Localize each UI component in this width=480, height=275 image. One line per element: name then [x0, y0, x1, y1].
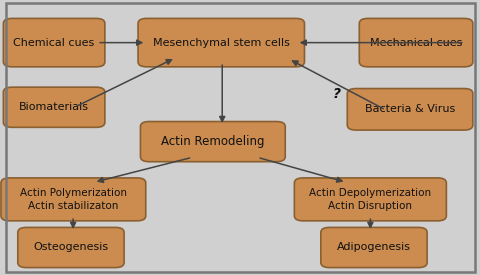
FancyBboxPatch shape	[18, 227, 124, 268]
FancyBboxPatch shape	[1, 178, 145, 221]
Text: Mechanical cues: Mechanical cues	[369, 38, 461, 48]
Text: Actin Remodeling: Actin Remodeling	[161, 135, 264, 148]
Text: Bacteria & Virus: Bacteria & Virus	[364, 104, 454, 114]
Text: ?: ?	[332, 87, 340, 100]
FancyBboxPatch shape	[140, 122, 285, 162]
Text: Biomaterials: Biomaterials	[19, 102, 89, 112]
FancyBboxPatch shape	[3, 18, 105, 67]
FancyBboxPatch shape	[347, 89, 472, 130]
Text: Adipogenesis: Adipogenesis	[336, 243, 410, 252]
Text: Osteogenesis: Osteogenesis	[33, 243, 108, 252]
FancyBboxPatch shape	[359, 18, 472, 67]
Text: Chemical cues: Chemical cues	[13, 38, 95, 48]
FancyBboxPatch shape	[138, 18, 304, 67]
FancyBboxPatch shape	[294, 178, 445, 221]
Text: Actin Polymerization
Actin stabilizaton: Actin Polymerization Actin stabilizaton	[20, 188, 127, 211]
FancyBboxPatch shape	[320, 227, 426, 268]
Text: Actin Depolymerization
Actin Disruption: Actin Depolymerization Actin Disruption	[309, 188, 431, 211]
Text: Mesenchymal stem cells: Mesenchymal stem cells	[153, 38, 289, 48]
FancyBboxPatch shape	[3, 87, 105, 127]
